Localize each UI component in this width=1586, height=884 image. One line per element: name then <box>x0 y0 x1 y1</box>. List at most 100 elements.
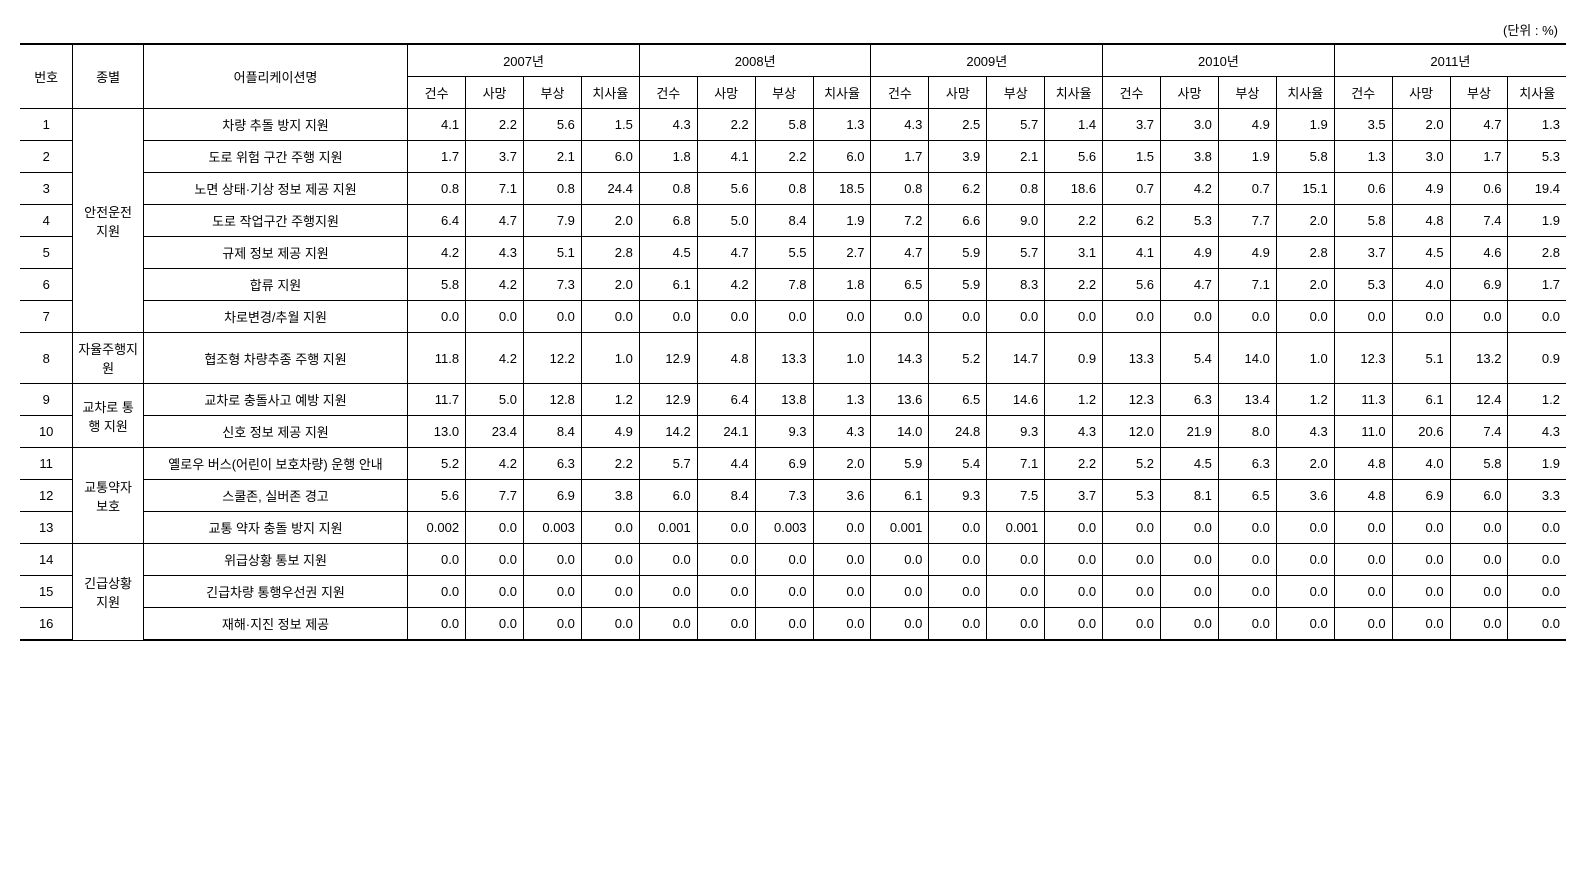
table-row: 4도로 작업구간 주행지원6.44.77.92.06.85.08.41.97.2… <box>20 205 1566 237</box>
category-cell: 자율주행지원 <box>73 333 143 384</box>
data-cell: 1.9 <box>1218 141 1276 173</box>
application-name: 차량 추돌 방지 지원 <box>143 109 407 141</box>
application-name: 협조형 차량추종 주행 지원 <box>143 333 407 384</box>
data-cell: 2.8 <box>581 237 639 269</box>
data-cell: 0.0 <box>1218 512 1276 544</box>
table-header: 번호 종별 어플리케이션명 2007년 2008년 2009년 2010년 20… <box>20 44 1566 109</box>
data-cell: 2.1 <box>524 141 582 173</box>
application-name: 노면 상태·기상 정보 제공 지원 <box>143 173 407 205</box>
col-header-metric: 부상 <box>987 77 1045 109</box>
data-cell: 1.7 <box>871 141 929 173</box>
data-cell: 4.3 <box>639 109 697 141</box>
data-cell: 6.0 <box>639 480 697 512</box>
unit-label: (단위 : %) <box>20 20 1566 39</box>
col-header-metric: 건수 <box>871 77 929 109</box>
application-name: 도로 작업구간 주행지원 <box>143 205 407 237</box>
data-cell: 5.3 <box>1508 141 1566 173</box>
data-cell: 6.9 <box>1450 269 1508 301</box>
data-cell: 5.9 <box>929 237 987 269</box>
data-cell: 5.8 <box>755 109 813 141</box>
table-row: 6합류 지원5.84.27.32.06.14.27.81.86.55.98.32… <box>20 269 1566 301</box>
data-cell: 3.1 <box>1045 237 1103 269</box>
data-cell: 6.9 <box>1392 480 1450 512</box>
data-cell: 0.0 <box>581 608 639 641</box>
data-cell: 1.7 <box>408 141 466 173</box>
data-cell: 4.1 <box>1103 237 1161 269</box>
data-cell: 24.8 <box>929 416 987 448</box>
row-number: 15 <box>20 576 73 608</box>
data-cell: 8.4 <box>755 205 813 237</box>
data-cell: 15.1 <box>1276 173 1334 205</box>
data-cell: 4.3 <box>466 237 524 269</box>
data-cell: 1.2 <box>1508 384 1566 416</box>
data-cell: 1.0 <box>813 333 871 384</box>
data-cell: 0.0 <box>639 608 697 641</box>
data-cell: 0.0 <box>929 608 987 641</box>
data-cell: 7.5 <box>987 480 1045 512</box>
data-cell: 0.0 <box>1103 301 1161 333</box>
data-cell: 0.0 <box>1334 544 1392 576</box>
data-cell: 5.6 <box>1045 141 1103 173</box>
data-cell: 6.0 <box>1450 480 1508 512</box>
data-cell: 2.0 <box>1392 109 1450 141</box>
data-cell: 0.003 <box>524 512 582 544</box>
data-cell: 0.0 <box>524 544 582 576</box>
data-cell: 12.4 <box>1450 384 1508 416</box>
data-cell: 0.0 <box>1103 576 1161 608</box>
data-cell: 0.0 <box>1508 608 1566 641</box>
data-cell: 5.0 <box>466 384 524 416</box>
data-cell: 2.0 <box>581 205 639 237</box>
data-cell: 0.0 <box>1103 512 1161 544</box>
data-cell: 0.6 <box>1334 173 1392 205</box>
data-cell: 14.6 <box>987 384 1045 416</box>
data-cell: 6.1 <box>639 269 697 301</box>
data-cell: 4.8 <box>1334 480 1392 512</box>
col-header-year: 2009년 <box>871 44 1103 77</box>
data-cell: 5.7 <box>987 237 1045 269</box>
data-cell: 5.3 <box>1334 269 1392 301</box>
data-cell: 0.0 <box>1161 576 1219 608</box>
category-cell: 교차로 통행 지원 <box>73 384 143 448</box>
data-cell: 3.7 <box>1045 480 1103 512</box>
data-cell: 5.1 <box>1392 333 1450 384</box>
table-row: 10신호 정보 제공 지원13.023.48.44.914.224.19.34.… <box>20 416 1566 448</box>
col-header-metric: 부상 <box>1450 77 1508 109</box>
data-cell: 0.0 <box>871 608 929 641</box>
data-cell: 0.0 <box>1276 544 1334 576</box>
data-cell: 8.0 <box>1218 416 1276 448</box>
data-cell: 0.0 <box>1045 576 1103 608</box>
data-cell: 4.7 <box>871 237 929 269</box>
table-row: 8자율주행지원협조형 차량추종 주행 지원11.84.212.21.012.94… <box>20 333 1566 384</box>
application-name: 도로 위험 구간 주행 지원 <box>143 141 407 173</box>
table-body: 1안전운전 지원차량 추돌 방지 지원4.12.25.61.54.32.25.8… <box>20 109 1566 641</box>
data-cell: 1.4 <box>1045 109 1103 141</box>
data-cell: 6.9 <box>755 448 813 480</box>
data-cell: 24.4 <box>581 173 639 205</box>
application-name: 긴급차량 통행우선권 지원 <box>143 576 407 608</box>
data-cell: 5.6 <box>1103 269 1161 301</box>
data-cell: 4.9 <box>581 416 639 448</box>
data-cell: 6.6 <box>929 205 987 237</box>
data-cell: 18.6 <box>1045 173 1103 205</box>
data-cell: 0.0 <box>755 608 813 641</box>
application-name: 규제 정보 제공 지원 <box>143 237 407 269</box>
data-cell: 6.4 <box>697 384 755 416</box>
data-cell: 6.9 <box>524 480 582 512</box>
data-cell: 4.7 <box>697 237 755 269</box>
application-name: 위급상황 통보 지원 <box>143 544 407 576</box>
data-cell: 13.2 <box>1450 333 1508 384</box>
data-cell: 0.0 <box>1161 301 1219 333</box>
data-cell: 0.0 <box>408 544 466 576</box>
data-cell: 4.8 <box>1334 448 1392 480</box>
data-cell: 7.7 <box>466 480 524 512</box>
data-cell: 1.3 <box>1508 109 1566 141</box>
col-header-metric: 부상 <box>524 77 582 109</box>
data-cell: 0.0 <box>697 608 755 641</box>
table-row: 9교차로 통행 지원교차로 충돌사고 예방 지원11.75.012.81.212… <box>20 384 1566 416</box>
data-cell: 4.5 <box>1161 448 1219 480</box>
data-cell: 0.0 <box>987 544 1045 576</box>
data-cell: 6.2 <box>1103 205 1161 237</box>
data-cell: 0.0 <box>1334 576 1392 608</box>
data-cell: 0.001 <box>871 512 929 544</box>
data-cell: 7.3 <box>524 269 582 301</box>
